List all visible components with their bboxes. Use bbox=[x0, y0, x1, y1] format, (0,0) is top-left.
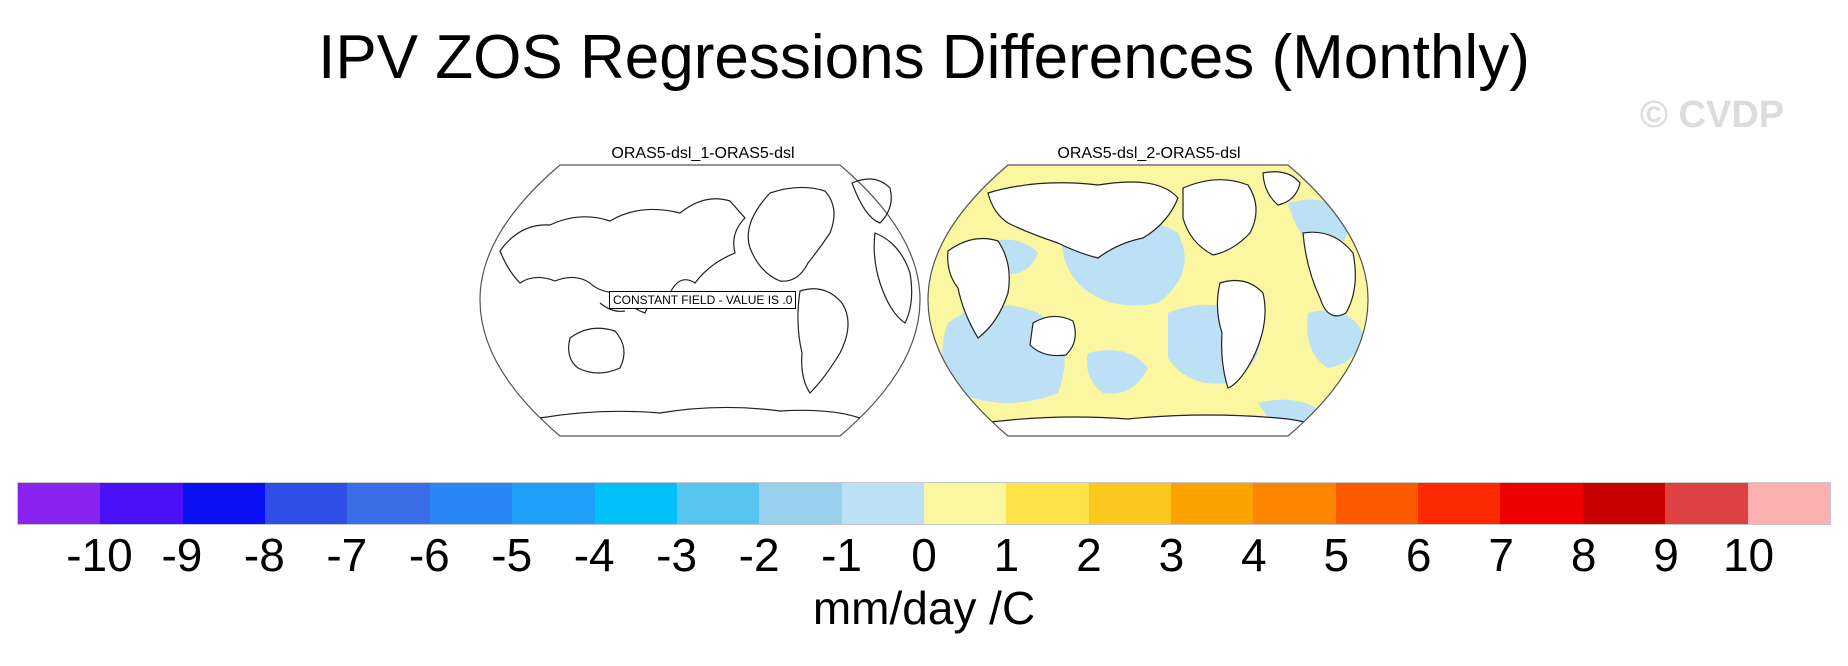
colorbar-tick-label: -9 bbox=[161, 529, 203, 581]
continents bbox=[945, 171, 1356, 436]
colorbar-cell bbox=[841, 483, 924, 524]
colorbar-cell bbox=[923, 483, 1007, 524]
colorbar-cell bbox=[265, 483, 348, 524]
colorbar-tick-label: -6 bbox=[408, 529, 450, 581]
colorbar-cell bbox=[1747, 483, 1830, 524]
colorbar-cell bbox=[1665, 483, 1748, 524]
colorbar-cell bbox=[676, 483, 760, 524]
colorbar-tick-label: -4 bbox=[573, 529, 615, 581]
colorbar-tick-label: 7 bbox=[1488, 529, 1514, 581]
colorbar-cell bbox=[100, 483, 183, 524]
map-outline bbox=[927, 164, 1369, 437]
colorbar-cell bbox=[1582, 483, 1666, 524]
colorbar-tick-label: 0 bbox=[911, 529, 937, 581]
panel-2-title: ORAS5-dsl_2-ORAS5-dsl bbox=[1057, 145, 1241, 162]
panel-1-title: ORAS5-dsl_1-ORAS5-dsl bbox=[611, 145, 795, 162]
colorbar-tick-label: -3 bbox=[656, 529, 698, 581]
colorbar-cell bbox=[1088, 483, 1172, 524]
colorbar-cell bbox=[1253, 483, 1336, 524]
colorbar-cell bbox=[1006, 483, 1089, 524]
colorbar-cell bbox=[759, 483, 842, 524]
colorbar-tick-label: -1 bbox=[821, 529, 862, 581]
colorbar-cell bbox=[1418, 483, 1501, 524]
colorbar-cell bbox=[429, 483, 513, 524]
colorbar-tick-label: -7 bbox=[326, 529, 368, 581]
colorbar-ticks: -10 -9 -8 -7 -6 -5 -4 -3 -2 -1 0 1 2 3 4 5 6 7 8 9 10 bbox=[0, 530, 1848, 580]
cvdp-watermark: © CVDP bbox=[1640, 94, 1785, 136]
colorbar-tick-label: 3 bbox=[1158, 529, 1185, 581]
coastlines bbox=[499, 178, 913, 419]
colorbar-tick-label: 8 bbox=[1570, 529, 1597, 581]
colorbar-cell bbox=[1171, 483, 1254, 524]
colorbar-cell bbox=[182, 483, 266, 524]
colorbar-tick-label: 1 bbox=[993, 529, 1020, 581]
colorbar-cell bbox=[1500, 483, 1583, 524]
colorbar bbox=[17, 482, 1831, 525]
colorbar-tick-label: 6 bbox=[1405, 529, 1432, 581]
colorbar-tick-label: 5 bbox=[1323, 529, 1350, 581]
colorbar-tick-label: 10 bbox=[1722, 529, 1775, 581]
colorbar-cell bbox=[1335, 483, 1419, 524]
colorbar-cell bbox=[347, 483, 430, 524]
colorbar-cell bbox=[512, 483, 595, 524]
colorbar-tick-label: -8 bbox=[243, 529, 285, 581]
figure-title: IPV ZOS Regressions Differences (Monthly… bbox=[318, 23, 1530, 92]
colorbar-tick-label: -10 bbox=[66, 529, 133, 581]
colorbar-cell bbox=[18, 483, 101, 524]
colorbar-tick-label: -5 bbox=[491, 529, 533, 581]
colorbar-label: mm/day /C bbox=[812, 582, 1036, 634]
constant-field-annotation: CONSTANT FIELD - VALUE IS .0 bbox=[609, 291, 797, 309]
panel-2-map bbox=[927, 164, 1369, 437]
colorbar-tick-label: 2 bbox=[1076, 529, 1102, 581]
colorbar-tick-label: 9 bbox=[1653, 529, 1679, 581]
colorbar-tick-label: 4 bbox=[1241, 529, 1267, 581]
colorbar-tick-label: -2 bbox=[738, 529, 780, 581]
colorbar-cell bbox=[594, 483, 677, 524]
